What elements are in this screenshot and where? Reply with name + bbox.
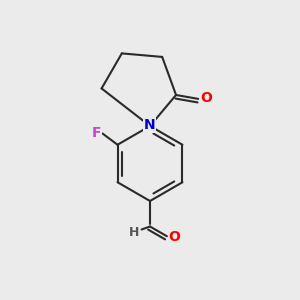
- Text: O: O: [168, 230, 180, 244]
- Text: O: O: [201, 91, 212, 105]
- Text: F: F: [92, 126, 101, 140]
- Text: H: H: [129, 226, 140, 239]
- Text: N: N: [144, 118, 155, 132]
